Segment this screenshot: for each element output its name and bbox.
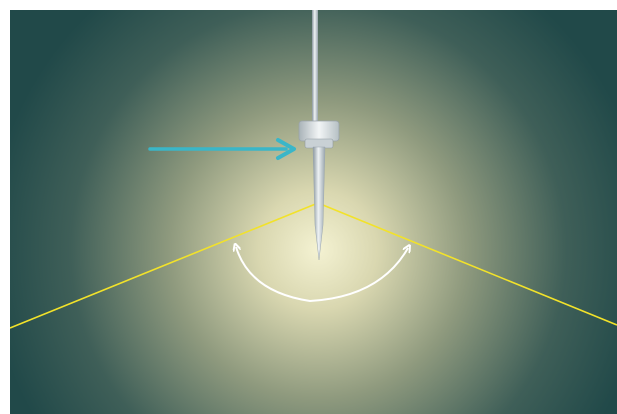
probe-shaft <box>312 10 318 126</box>
cyan-pointer-arrow <box>148 138 296 160</box>
probe-illustration <box>10 10 617 414</box>
left-boundary-line <box>10 202 319 329</box>
probe-scene <box>10 10 617 414</box>
boundary-lines <box>10 202 617 329</box>
rotation-arc <box>236 247 408 303</box>
right-boundary-line <box>317 202 617 326</box>
probe-collar <box>298 120 340 142</box>
probe-collar-base <box>304 138 334 149</box>
